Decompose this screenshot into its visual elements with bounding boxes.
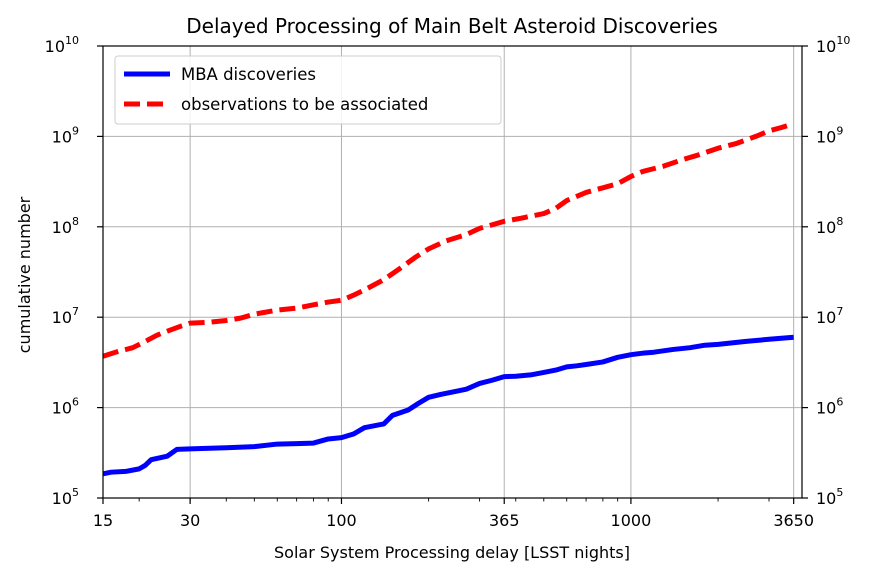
- x-tick-label: 365: [489, 511, 520, 530]
- legend-label-mba: MBA discoveries: [181, 65, 316, 84]
- y-tick-label-right: 109: [816, 124, 843, 146]
- legend: MBA discoveries observations to be assoc…: [114, 55, 502, 125]
- y-tick-label-left: 1010: [45, 34, 79, 56]
- legend-label-observations: observations to be associated: [181, 95, 428, 114]
- x-tick-label: 100: [326, 511, 357, 530]
- x-tick-label: 3650: [773, 511, 814, 530]
- legend-box: [114, 55, 502, 125]
- y-tick-label-right: 1010: [816, 34, 850, 56]
- x-axis-label: Solar System Processing delay [LSST nigh…: [274, 543, 630, 562]
- series-line-mba-discoveries: [102, 334, 794, 477]
- x-tick-label: 1000: [611, 511, 652, 530]
- chart-title: Delayed Processing of Main Belt Asteroid…: [186, 14, 718, 38]
- y-tick-label-right: 108: [816, 215, 843, 237]
- plot-frame: [102, 45, 803, 499]
- y-tick-label-left: 109: [52, 124, 79, 146]
- y-tick-label-right: 105: [816, 486, 843, 508]
- series-layer: [102, 121, 795, 477]
- y-tick-label-left: 107: [52, 305, 79, 327]
- x-tick-label: 15: [93, 511, 113, 530]
- y-tick-label-right: 107: [816, 305, 843, 327]
- series-line-observations: [102, 121, 795, 359]
- y-tick-label-right: 106: [816, 396, 843, 418]
- x-tick-label: 30: [180, 511, 200, 530]
- y-tick-label-left: 108: [52, 215, 79, 237]
- y-tick-label-left: 106: [52, 396, 79, 418]
- y-tick-label-left: 105: [52, 486, 79, 508]
- y-axis-label: cumulative number: [15, 196, 34, 353]
